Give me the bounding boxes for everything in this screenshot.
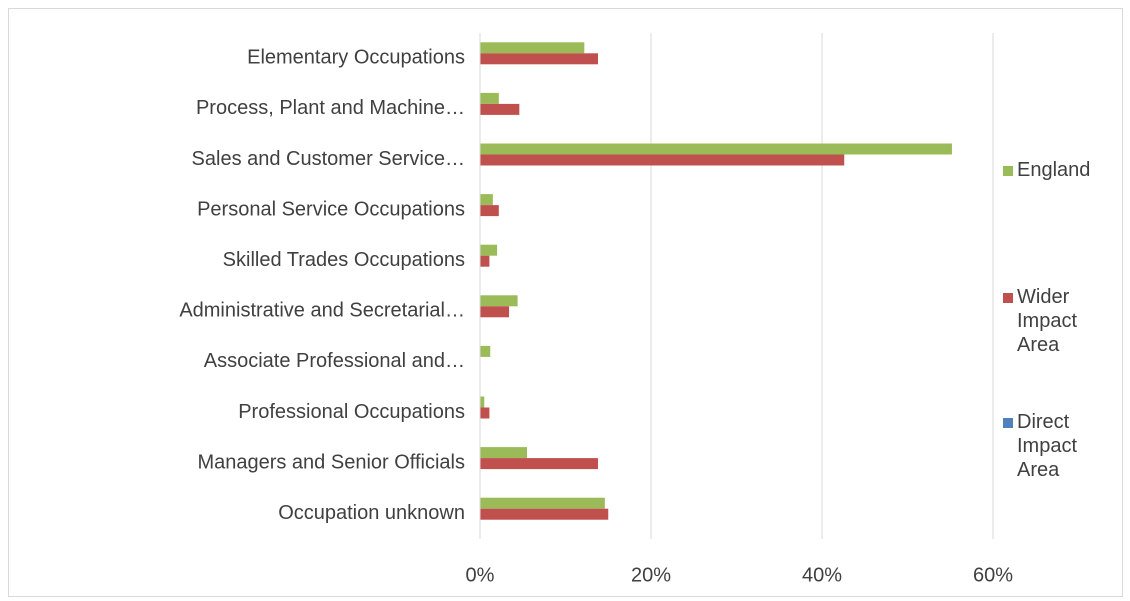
y-tick-label: Sales and Customer Service… (192, 148, 465, 170)
y-tick-label: Professional Occupations (238, 401, 465, 423)
legend-item: Direct Impact Area (1003, 410, 1113, 482)
bar (480, 205, 499, 217)
bar (480, 345, 491, 357)
bar (480, 255, 490, 267)
bar (480, 396, 485, 408)
bar (480, 447, 528, 459)
y-tick-label: Associate Professional and… (204, 350, 465, 372)
y-tick-label: Process, Plant and Machine… (196, 97, 465, 119)
bar (480, 407, 490, 419)
legend-swatch (1003, 293, 1013, 303)
legend-item: England (1003, 158, 1113, 182)
y-tick-label: Administrative and Secretarial… (179, 300, 465, 322)
legend-label: Wider Impact Area (1017, 286, 1078, 356)
y-tick-label: Managers and Senior Officials (197, 451, 465, 473)
bar (480, 295, 518, 307)
x-tick-label: 20% (631, 564, 671, 586)
x-tick-label: 60% (973, 564, 1013, 586)
bar (480, 53, 598, 65)
bar (480, 458, 598, 470)
legend-label: England (1017, 159, 1091, 181)
y-tick-label: Elementary Occupations (247, 47, 465, 69)
bar (480, 143, 952, 155)
bar (480, 194, 493, 206)
y-tick-label: Occupation unknown (278, 502, 465, 524)
bar (480, 42, 585, 54)
x-tick-label: 0% (466, 564, 495, 586)
bar (480, 508, 609, 520)
bar (480, 154, 845, 166)
bar (480, 103, 520, 115)
legend-swatch (1003, 166, 1013, 176)
y-tick-label: Skilled Trades Occupations (223, 249, 465, 271)
bar (480, 497, 605, 509)
legend-item: Wider Impact Area (1003, 285, 1113, 357)
y-tick-label: Personal Service Occupations (197, 198, 465, 220)
legend-swatch (1003, 418, 1013, 428)
x-tick-label: 40% (802, 564, 842, 586)
bar (480, 244, 498, 256)
legend-label: Direct Impact Area (1017, 411, 1078, 481)
bar (480, 92, 499, 104)
bar (480, 306, 510, 318)
